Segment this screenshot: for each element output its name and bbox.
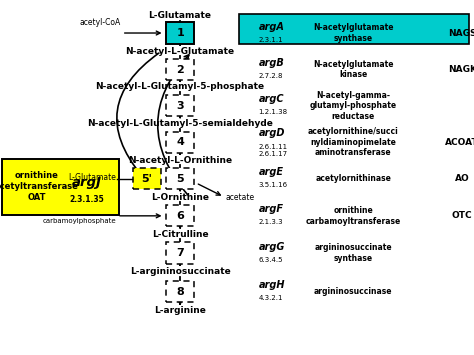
Text: argF: argF <box>258 204 283 214</box>
Text: 3.5.1.16: 3.5.1.16 <box>258 182 287 188</box>
FancyBboxPatch shape <box>239 14 469 44</box>
Text: 7: 7 <box>176 248 184 258</box>
Text: 2.7.2.8: 2.7.2.8 <box>258 73 283 79</box>
Text: 1.2.1.38: 1.2.1.38 <box>258 109 287 115</box>
Text: OTC: OTC <box>452 211 473 220</box>
Text: OAT: OAT <box>27 192 46 202</box>
Text: argininosuccinate
synthase: argininosuccinate synthase <box>314 244 392 263</box>
Text: N-acetyl-L-Ornithine: N-acetyl-L-Ornithine <box>128 156 232 165</box>
Text: N-acetylglutamate
kinase: N-acetylglutamate kinase <box>313 60 393 79</box>
Text: 2.3.1.35: 2.3.1.35 <box>69 195 104 204</box>
Text: NAGK: NAGK <box>447 65 474 74</box>
Text: 4: 4 <box>176 137 184 147</box>
Text: acetate: acetate <box>225 193 254 202</box>
Text: argJ: argJ <box>72 176 102 189</box>
Text: argA: argA <box>258 22 284 32</box>
Text: L-argininosuccinate: L-argininosuccinate <box>130 267 230 276</box>
Text: ornithine: ornithine <box>15 171 58 180</box>
Text: argC: argC <box>258 94 284 104</box>
Text: 2.3.1.1: 2.3.1.1 <box>258 37 283 43</box>
FancyBboxPatch shape <box>166 242 194 264</box>
Text: ACOAT: ACOAT <box>446 138 474 147</box>
Text: 2: 2 <box>176 65 184 75</box>
Text: argE: argE <box>258 167 283 177</box>
FancyBboxPatch shape <box>133 168 161 189</box>
Text: N-acetyl-gamma-
glutamyl-phosphate
reductase: N-acetyl-gamma- glutamyl-phosphate reduc… <box>310 91 397 121</box>
Text: 2.6.1.11
2.6.1.17: 2.6.1.11 2.6.1.17 <box>258 144 287 157</box>
Text: N-acetyl-L-Glutamyl-5-semialdehyde: N-acetyl-L-Glutamyl-5-semialdehyde <box>87 119 273 128</box>
FancyBboxPatch shape <box>166 95 194 116</box>
Text: 3: 3 <box>176 101 184 111</box>
FancyArrowPatch shape <box>117 53 159 175</box>
Text: AO: AO <box>455 174 470 183</box>
Text: carbamoylphosphate: carbamoylphosphate <box>43 218 116 224</box>
FancyBboxPatch shape <box>166 168 194 189</box>
FancyBboxPatch shape <box>166 205 194 226</box>
Text: argH: argH <box>258 280 285 290</box>
Text: 6.3.4.5: 6.3.4.5 <box>258 257 283 263</box>
Text: N-acetyl-L-Glutamate: N-acetyl-L-Glutamate <box>126 47 235 56</box>
FancyBboxPatch shape <box>166 132 194 153</box>
Text: 6: 6 <box>176 211 184 221</box>
Text: L-Ornithine: L-Ornithine <box>151 192 209 202</box>
Text: argininosuccinase: argininosuccinase <box>314 287 392 296</box>
Text: acetyltransferase: acetyltransferase <box>0 182 78 191</box>
Text: N-acetylglutamate
synthase: N-acetylglutamate synthase <box>313 23 393 43</box>
FancyArrowPatch shape <box>158 55 189 195</box>
Text: N-acetyl-L-Glutamyl-5-phosphate: N-acetyl-L-Glutamyl-5-phosphate <box>96 82 264 92</box>
Text: 8: 8 <box>176 287 184 297</box>
Text: L-Citrulline: L-Citrulline <box>152 230 209 239</box>
Text: L-arginine: L-arginine <box>154 306 206 315</box>
Text: acetyl-CoA: acetyl-CoA <box>80 17 121 27</box>
Text: L-Glutamate: L-Glutamate <box>68 173 116 182</box>
Text: acetylornithinase: acetylornithinase <box>315 174 391 183</box>
Text: 4.3.2.1: 4.3.2.1 <box>258 295 283 301</box>
Text: L-Glutamate: L-Glutamate <box>149 11 211 21</box>
FancyBboxPatch shape <box>2 159 118 215</box>
Text: argG: argG <box>258 242 285 252</box>
Text: acetylornithine/succi
nyldiaminopimelate
aminotransferase: acetylornithine/succi nyldiaminopimelate… <box>308 127 399 157</box>
Text: ornithine
carbamoyltransferase: ornithine carbamoyltransferase <box>306 206 401 225</box>
Text: 2.1.3.3: 2.1.3.3 <box>258 219 283 225</box>
FancyBboxPatch shape <box>166 22 194 44</box>
FancyBboxPatch shape <box>166 281 194 302</box>
Text: argD: argD <box>258 129 285 138</box>
Text: 1: 1 <box>176 28 184 38</box>
Text: NAGS: NAGS <box>448 28 474 38</box>
Text: argB: argB <box>258 58 284 68</box>
Text: 5': 5' <box>142 174 152 184</box>
Text: 5: 5 <box>176 174 184 184</box>
FancyBboxPatch shape <box>166 59 194 80</box>
